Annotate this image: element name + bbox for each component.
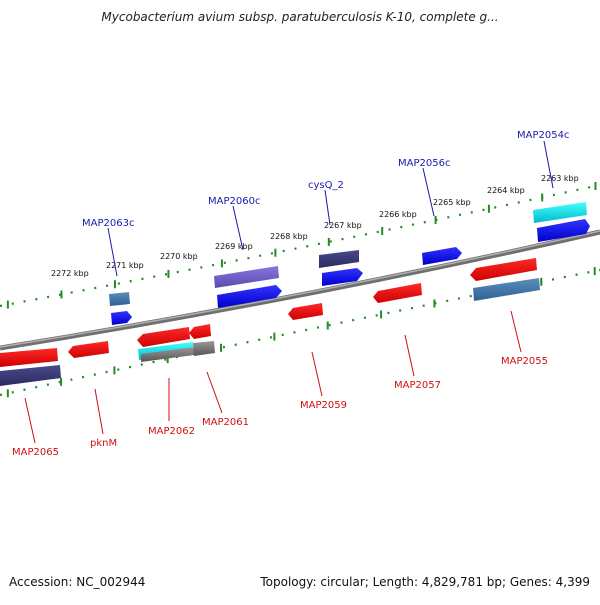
genome-backbone <box>0 229 600 351</box>
gene-label-map2059[interactable]: MAP2059 <box>300 400 347 411</box>
gene-label-map2055[interactable]: MAP2055 <box>501 356 548 367</box>
ruler-label-2266: 2266 kbp <box>379 210 417 219</box>
gene-label-map2056c[interactable]: MAP2056c <box>398 158 450 169</box>
gene-feature[interactable] <box>373 283 422 303</box>
accession-text: Accession: NC_002944 <box>9 575 146 589</box>
gene-label-pknm[interactable]: pknM <box>90 438 117 449</box>
gene-feature[interactable] <box>68 341 109 358</box>
leader-line <box>94 388 104 435</box>
forward-label-leaders <box>107 140 554 277</box>
gene-label-cysq-2[interactable]: cysQ_2 <box>308 180 344 191</box>
gene-feature[interactable] <box>111 311 132 325</box>
gene-feature[interactable] <box>322 268 363 286</box>
forward-gene-labels: MAP2054c MAP2056c cysQ_2 MAP2060c MAP206… <box>82 130 569 229</box>
gene-label-map2063c[interactable]: MAP2063c <box>82 218 134 229</box>
gene-label-map2061[interactable]: MAP2061 <box>202 417 249 428</box>
ruler-label-2267: 2267 kbp <box>324 221 362 230</box>
ruler-label-2265: 2265 kbp <box>433 198 471 207</box>
gene-feature[interactable] <box>422 247 462 265</box>
gene-feature[interactable] <box>109 292 130 306</box>
leader-line <box>324 189 331 226</box>
forward-strand-genes <box>109 202 590 325</box>
ruler: 2263 kbp 2264 kbp 2265 kbp 2266 kbp 2267… <box>0 174 600 398</box>
ruler-label-2264: 2264 kbp <box>487 186 525 195</box>
leader-line <box>232 205 244 251</box>
gene-feature[interactable] <box>288 303 323 320</box>
gene-label-map2060c[interactable]: MAP2060c <box>208 196 260 207</box>
leader-line <box>510 310 522 353</box>
gene-feature[interactable] <box>0 365 61 386</box>
gene-feature[interactable] <box>217 285 282 308</box>
gene-feature[interactable] <box>473 278 540 301</box>
gene-feature[interactable] <box>214 266 279 288</box>
gene-feature[interactable] <box>533 202 587 223</box>
gene-label-map2054c[interactable]: MAP2054c <box>517 130 569 141</box>
gene-feature[interactable] <box>193 341 215 356</box>
ruler-label-2270: 2270 kbp <box>160 252 198 261</box>
gene-label-map2057[interactable]: MAP2057 <box>394 380 441 391</box>
ruler-outer-track <box>0 183 600 308</box>
map-title: Mycobacterium avium subsp. paratuberculo… <box>101 10 499 24</box>
leader-line <box>422 167 435 217</box>
gene-feature[interactable] <box>537 219 590 242</box>
leader-line <box>543 140 554 189</box>
ruler-label-2263: 2263 kbp <box>541 174 579 183</box>
gene-feature[interactable] <box>0 348 58 367</box>
ruler-label-2272: 2272 kbp <box>51 269 89 278</box>
gene-label-map2062[interactable]: MAP2062 <box>148 426 195 437</box>
gene-feature[interactable] <box>319 250 359 268</box>
reverse-strand-genes <box>0 258 540 386</box>
ruler-label-2269: 2269 kbp <box>215 242 253 251</box>
gene-feature[interactable] <box>137 327 190 347</box>
leader-line <box>311 351 323 397</box>
leader-line <box>404 334 415 377</box>
leader-line <box>206 371 223 414</box>
gene-feature[interactable] <box>141 347 194 362</box>
ruler-label-2268: 2268 kbp <box>270 232 308 241</box>
reverse-gene-labels: MAP2055 MAP2057 MAP2059 MAP2061 MAP2062 … <box>12 356 548 458</box>
genome-backbone-highlight <box>0 230 600 348</box>
gene-feature[interactable] <box>470 258 537 281</box>
ruler-inner-track <box>0 268 600 397</box>
topology-summary-text: Topology: circular; Length: 4,829,781 bp… <box>260 575 590 589</box>
leader-line <box>24 397 36 444</box>
reverse-label-leaders <box>24 310 522 444</box>
ruler-label-2271: 2271 kbp <box>106 261 144 270</box>
leader-line <box>107 227 118 277</box>
gene-label-map2065[interactable]: MAP2065 <box>12 447 59 458</box>
gene-feature[interactable] <box>189 324 211 339</box>
